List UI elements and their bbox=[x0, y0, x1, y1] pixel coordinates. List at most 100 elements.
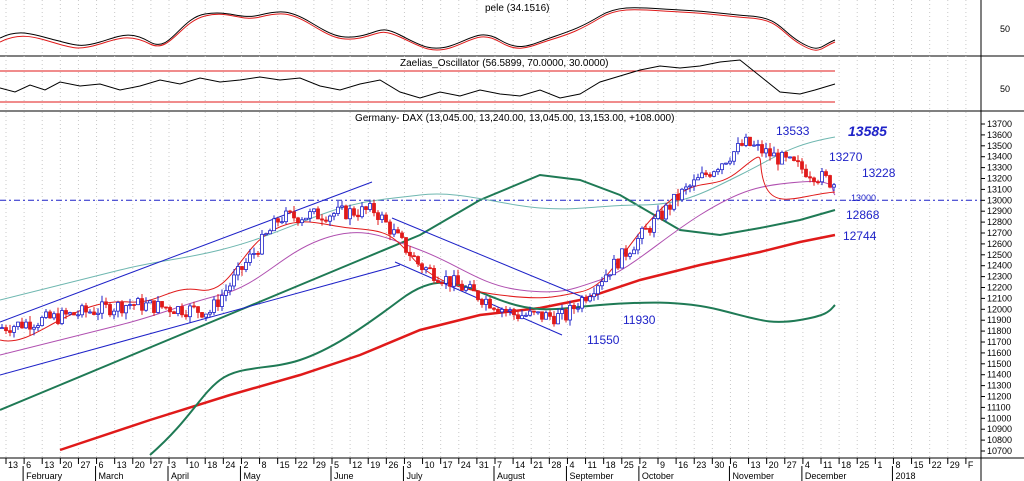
candle-body bbox=[500, 308, 504, 313]
x-tick-label: F bbox=[968, 460, 974, 470]
y-tick-label: 11400 bbox=[987, 370, 1011, 380]
candle-body bbox=[436, 280, 440, 283]
x-tick-label: 15 bbox=[280, 460, 290, 470]
candle-body bbox=[160, 301, 164, 308]
candle-body bbox=[40, 317, 44, 326]
x-tick-label: 24 bbox=[461, 460, 471, 470]
candle-body bbox=[68, 312, 72, 315]
x-tick-label: 21 bbox=[533, 460, 543, 470]
candle-body bbox=[772, 152, 776, 157]
candle-body bbox=[556, 313, 560, 325]
candle-body bbox=[256, 253, 260, 255]
candle-body bbox=[152, 300, 156, 313]
x-tick-label: 5 bbox=[334, 460, 339, 470]
price-annotation-11930: 11930 bbox=[623, 313, 656, 327]
candle-body bbox=[748, 136, 752, 146]
candle-body bbox=[300, 219, 304, 224]
candle-body bbox=[472, 284, 476, 292]
x-tick-label: 13 bbox=[117, 460, 127, 470]
candle-body bbox=[108, 304, 112, 316]
ma-teal bbox=[0, 136, 836, 301]
x-tick-label: 20 bbox=[135, 460, 145, 470]
candle-body bbox=[624, 248, 628, 257]
candle-body bbox=[684, 186, 688, 190]
candle-body bbox=[192, 305, 196, 308]
y-tick-label: 11800 bbox=[987, 326, 1011, 336]
x-month-label: February bbox=[26, 471, 63, 481]
candle-body bbox=[276, 218, 280, 223]
y-tick-label: 11500 bbox=[987, 359, 1011, 369]
candle-body bbox=[120, 302, 124, 314]
candle-body bbox=[356, 214, 360, 218]
candle-body bbox=[712, 171, 716, 177]
x-month-label: October bbox=[642, 471, 674, 481]
candle-body bbox=[676, 193, 680, 201]
x-tick-label: 26 bbox=[388, 460, 398, 470]
price-annotations: 13533 13585 13270 13228 13000 12868 12744 11930… bbox=[587, 123, 896, 347]
candle-body bbox=[640, 227, 644, 239]
candle-body bbox=[492, 307, 496, 310]
candle-body bbox=[88, 311, 92, 314]
candle-body bbox=[744, 136, 748, 146]
candle-body bbox=[144, 302, 148, 311]
candle-body bbox=[268, 230, 272, 235]
candle-body bbox=[524, 314, 528, 317]
candle-body bbox=[244, 262, 248, 270]
candle-body bbox=[776, 152, 780, 165]
candle-body bbox=[148, 300, 152, 304]
candle-body bbox=[236, 266, 240, 276]
candle-body bbox=[416, 256, 420, 265]
candle-body bbox=[724, 162, 728, 165]
y-tick-label: 12100 bbox=[987, 293, 1012, 303]
candle-body bbox=[672, 193, 676, 210]
candle-body bbox=[96, 312, 100, 315]
candle-body bbox=[532, 310, 536, 313]
candle-body bbox=[292, 211, 296, 219]
candle-body bbox=[764, 148, 768, 154]
moving-averages bbox=[0, 136, 836, 456]
zaelias-axis-label: 50 bbox=[1000, 84, 1010, 94]
candle-body bbox=[832, 184, 836, 188]
zaelias-title: Zaelias_Oscillator (56.5899, 70.0000, 30… bbox=[400, 58, 608, 69]
candle-body bbox=[376, 212, 380, 220]
pele-oscillator-lines bbox=[0, 7, 836, 51]
candle-body bbox=[516, 314, 520, 320]
candle-body bbox=[628, 253, 632, 257]
x-tick-label: 8 bbox=[262, 460, 267, 470]
x-tick-label: 8 bbox=[895, 460, 900, 470]
candle-body bbox=[396, 229, 400, 234]
candle-body bbox=[52, 313, 56, 319]
x-tick-label: 2 bbox=[243, 460, 248, 470]
x-tick-label: 6 bbox=[732, 460, 737, 470]
x-month-label: April bbox=[171, 471, 189, 481]
candle-body bbox=[752, 144, 756, 147]
y-tick-label: 13500 bbox=[987, 141, 1012, 151]
candle-body bbox=[392, 229, 396, 235]
candle-body bbox=[688, 185, 692, 188]
candle-body bbox=[792, 156, 796, 161]
candle-body bbox=[468, 284, 472, 288]
candle-body bbox=[604, 274, 608, 283]
x-tick-label: 17 bbox=[443, 460, 453, 470]
candle-body bbox=[36, 325, 40, 328]
price-annotation-13533: 13533 bbox=[776, 124, 810, 138]
candle-body bbox=[388, 221, 392, 235]
date-axis: 13 6 13 20 27 6 13 20 27 3 10 18 24 2 8 15 22 29 5 12 19 26 3 1… bbox=[5, 458, 974, 481]
candle-body bbox=[548, 312, 552, 317]
candle-body bbox=[760, 144, 764, 154]
candle-body bbox=[344, 205, 348, 220]
x-tick-label: 30 bbox=[714, 460, 724, 470]
price-annotation-13000: 13000 bbox=[851, 193, 876, 203]
x-month-label: June bbox=[334, 471, 354, 481]
x-tick-label: 11 bbox=[588, 460, 597, 470]
y-tick-label: 10700 bbox=[987, 446, 1012, 456]
price-annotation-11550: 11550 bbox=[587, 333, 620, 347]
y-tick-label: 13700 bbox=[987, 119, 1012, 129]
candle-body bbox=[480, 299, 484, 305]
candle-body bbox=[232, 274, 236, 287]
candle-body bbox=[648, 228, 652, 233]
x-tick-label: 3 bbox=[406, 460, 411, 470]
candle-body bbox=[12, 326, 16, 333]
candle-body bbox=[728, 160, 732, 164]
candle-body bbox=[716, 169, 720, 173]
